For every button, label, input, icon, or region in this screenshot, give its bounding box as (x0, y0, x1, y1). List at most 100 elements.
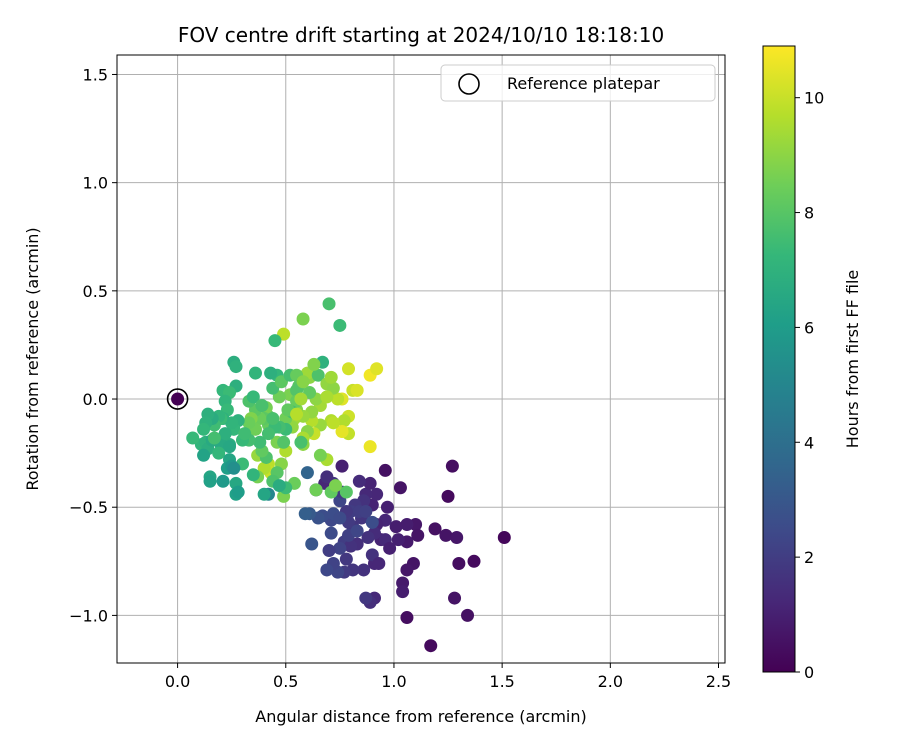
colorbar-ticks: 0 2 4 6 8 10 (795, 89, 824, 682)
y-axis-label: Rotation from reference (arcmin) (23, 227, 42, 490)
data-point (337, 414, 351, 428)
x-tick-label: 1.5 (489, 672, 514, 691)
colorbar-label: Hours from first FF file (843, 270, 862, 449)
data-point (359, 591, 373, 605)
data-point (352, 474, 366, 488)
data-point (216, 474, 230, 488)
data-point (378, 463, 392, 477)
colorbar-tick-label: 2 (804, 548, 814, 567)
data-point (322, 543, 336, 557)
data-point (326, 416, 340, 430)
data-point (253, 435, 267, 449)
data-point (223, 440, 237, 454)
plot-frame (116, 54, 726, 664)
data-point (383, 541, 397, 555)
data-point (439, 528, 453, 542)
data-point (255, 399, 269, 413)
data-point (370, 362, 384, 376)
data-point (335, 459, 349, 473)
colorbar-tick-label: 8 (804, 204, 814, 223)
data-point (324, 526, 338, 540)
colorbar: 0 2 4 6 8 10 Hours from first FF file (762, 45, 862, 682)
data-point (400, 518, 414, 532)
y-tick-label: 0.0 (83, 390, 108, 409)
legend-reference-marker (458, 73, 480, 95)
data-point (313, 448, 327, 462)
data-point (363, 476, 377, 490)
colorbar-tick-label: 4 (804, 433, 814, 452)
data-point (333, 318, 347, 332)
data-point (294, 435, 308, 449)
data-point (461, 608, 475, 622)
data-point (331, 392, 345, 406)
data-point (300, 466, 314, 480)
data-point (357, 563, 371, 577)
data-point (342, 362, 356, 376)
data-point (329, 479, 343, 493)
data-point (391, 533, 405, 547)
colorbar-tick-label: 6 (804, 318, 814, 337)
data-point (320, 470, 334, 484)
data-point (298, 507, 312, 521)
data-point (445, 459, 459, 473)
data-point (350, 383, 364, 397)
data-point (277, 435, 291, 449)
data-point (309, 483, 323, 497)
data-point (339, 485, 353, 499)
data-point (186, 431, 200, 445)
data-point (320, 390, 334, 404)
chart-title: FOV centre drift starting at 2024/10/10 … (178, 23, 664, 47)
data-point (452, 556, 466, 570)
legend-box (440, 64, 716, 102)
colorbar-tick-label: 0 (804, 663, 814, 682)
colorbar-tick-label: 10 (804, 89, 824, 108)
data-point (322, 297, 336, 311)
data-point (361, 531, 375, 545)
data-point (229, 360, 243, 374)
data-point (261, 427, 275, 441)
data-point (365, 515, 379, 529)
grid-lines (117, 55, 725, 663)
data-points (186, 297, 511, 653)
data-point (311, 368, 325, 382)
data-point (359, 505, 373, 519)
y-tick-label: 1.0 (83, 174, 108, 193)
data-point (227, 461, 241, 475)
y-tick-label: 0.5 (83, 282, 108, 301)
data-point (400, 611, 414, 625)
data-point (296, 312, 310, 326)
data-point (294, 392, 308, 406)
data-point (363, 440, 377, 454)
data-point (296, 375, 310, 389)
data-point (305, 537, 319, 551)
reference-point-fill (171, 392, 185, 406)
data-point (320, 563, 334, 577)
x-axis-ticks: 0.0 0.5 1.0 1.5 2.0 2.5 (165, 663, 731, 691)
y-axis-ticks: −1.0 −0.5 0.0 0.5 1.0 1.5 (69, 65, 117, 625)
y-tick-label: −0.5 (69, 498, 108, 517)
legend: Reference platepar (440, 64, 716, 102)
data-point (242, 416, 256, 430)
data-point (396, 585, 410, 599)
data-point (231, 485, 245, 499)
data-point (344, 539, 358, 553)
data-point (238, 427, 252, 441)
data-point (290, 407, 304, 421)
data-point (350, 524, 364, 538)
data-point (370, 487, 384, 501)
colorbar-gradient (763, 46, 795, 672)
data-point (212, 446, 226, 460)
data-point (335, 424, 349, 438)
data-point (197, 448, 211, 462)
data-point (272, 479, 286, 493)
data-point (246, 390, 260, 404)
data-point (203, 474, 217, 488)
data-point (307, 357, 321, 371)
data-point (450, 531, 464, 545)
data-point (389, 520, 403, 534)
data-point (411, 528, 425, 542)
data-point (339, 552, 353, 566)
legend-label-reference-platepar: Reference platepar (507, 74, 660, 93)
data-point (400, 563, 414, 577)
